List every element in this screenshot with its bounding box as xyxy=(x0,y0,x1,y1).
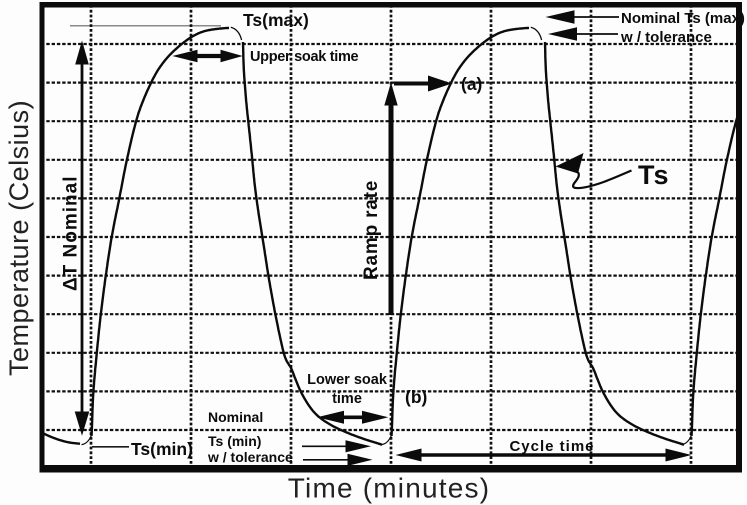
svg-text:w / tolerance: w / tolerance xyxy=(207,449,293,465)
svg-text:Nominal: Nominal xyxy=(208,409,263,425)
svg-text:(a): (a) xyxy=(461,74,482,94)
svg-text:Ts: Ts xyxy=(638,160,670,190)
svg-text:Lower soak: Lower soak xyxy=(307,372,388,388)
svg-text:Time (minutes): Time (minutes) xyxy=(288,473,490,504)
svg-text:Ts(min): Ts(min) xyxy=(131,439,193,459)
svg-text:Upper soak time: Upper soak time xyxy=(250,49,359,65)
svg-text:Temperature (Celsius): Temperature (Celsius) xyxy=(4,100,34,376)
svg-text:Ts (min): Ts (min) xyxy=(208,433,261,449)
svg-text:Ts(max): Ts(max) xyxy=(243,10,309,30)
svg-text:Ramp rate: Ramp rate xyxy=(361,180,382,280)
svg-text:time: time xyxy=(332,391,362,407)
svg-text:w / tolerance: w / tolerance xyxy=(620,29,712,46)
svg-text:ΔT Nominal: ΔT Nominal xyxy=(61,176,82,292)
svg-text:Nominal Ts (max): Nominal Ts (max) xyxy=(621,10,745,27)
svg-text:Cycle time: Cycle time xyxy=(509,438,594,455)
svg-text:(b): (b) xyxy=(405,387,427,407)
